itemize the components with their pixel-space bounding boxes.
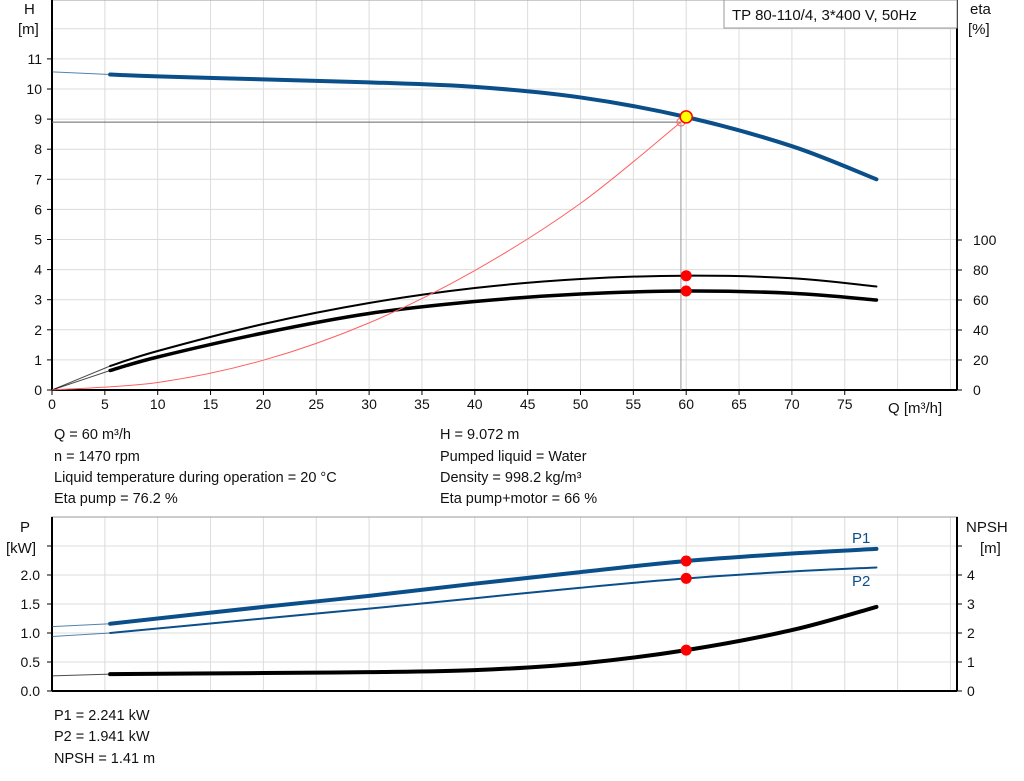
eta-tick-label: 60 bbox=[973, 292, 989, 308]
h-tick-label: 6 bbox=[34, 201, 42, 217]
curve-system bbox=[51, 121, 682, 391]
curve-npsh bbox=[108, 604, 879, 677]
eta-axis-unit: [%] bbox=[968, 21, 990, 38]
h-tick-label: 10 bbox=[26, 81, 42, 97]
p2-series-label: P2 bbox=[852, 573, 870, 590]
npsh-tick-label: 2 bbox=[967, 625, 975, 641]
h-tick-label: 11 bbox=[27, 51, 42, 67]
info-p2: P2 = 1.941 kW bbox=[54, 729, 150, 745]
info-bottom: P1 = 2.241 kW P2 = 1.941 kW NPSH = 1.41 … bbox=[54, 708, 155, 767]
p-tick-label: 2.0 bbox=[21, 567, 41, 583]
x-tick-label: 0 bbox=[48, 396, 56, 412]
grid-bottom bbox=[51, 516, 958, 692]
eta-pump-marker bbox=[680, 270, 692, 282]
curve-p1 bbox=[108, 546, 879, 626]
npsh-axis-unit: [m] bbox=[980, 540, 1001, 557]
p-tick-label: 0.5 bbox=[21, 654, 41, 670]
info-left: Q = 60 m³/h n = 1470 rpm Liquid temperat… bbox=[54, 427, 337, 507]
curve-eta-pump bbox=[109, 274, 878, 367]
x-tick-label: 20 bbox=[256, 396, 272, 412]
h-axis-unit: [m] bbox=[18, 21, 39, 38]
info-p1: P1 = 2.241 kW bbox=[54, 708, 150, 724]
x-tick-label: 10 bbox=[150, 396, 166, 412]
p1-series-label: P1 bbox=[852, 530, 870, 547]
h-tick-label: 3 bbox=[34, 292, 42, 308]
info-eta-pump-motor: Eta pump+motor = 66 % bbox=[440, 491, 597, 507]
x-tick-label: 30 bbox=[361, 396, 377, 412]
eta-tick-label: 20 bbox=[973, 352, 989, 368]
npsh-axis-label: NPSH bbox=[966, 519, 1008, 536]
x-tick-label: 5 bbox=[101, 396, 109, 412]
eta-tick-label: 80 bbox=[973, 262, 989, 278]
p-tick-label: 1.0 bbox=[21, 625, 41, 641]
info-n: n = 1470 rpm bbox=[54, 449, 140, 465]
p1-marker bbox=[680, 555, 692, 567]
curve-h bbox=[108, 72, 879, 182]
h-tick-label: 1 bbox=[34, 352, 42, 368]
h-tick-label: 8 bbox=[34, 141, 42, 157]
x-tick-label: 15 bbox=[203, 396, 219, 412]
curve-eta-pump-motor bbox=[108, 289, 879, 373]
chart-title: TP 80-110/4, 3*400 V, 50Hz bbox=[732, 7, 917, 24]
grid-top bbox=[51, 0, 958, 391]
duty-point-marker bbox=[679, 110, 693, 124]
x-tick-label: 70 bbox=[784, 396, 800, 412]
h-tick-label: 9 bbox=[34, 111, 42, 127]
x-tick-label: 40 bbox=[467, 396, 483, 412]
npsh-tick-label: 4 bbox=[967, 567, 975, 583]
p-axis-unit: [kW] bbox=[6, 540, 36, 557]
x-tick-label: 45 bbox=[520, 396, 536, 412]
h-tick-label: 4 bbox=[34, 262, 42, 278]
p-tick-label: 0.0 bbox=[21, 683, 41, 699]
x-tick-label: 50 bbox=[573, 396, 589, 412]
curves bbox=[51, 71, 879, 677]
h-tick-label: 0 bbox=[34, 382, 42, 398]
curve-extension-h bbox=[51, 71, 111, 76]
h-tick-label: 7 bbox=[34, 171, 42, 187]
curve-extension-npsh bbox=[51, 673, 111, 677]
x-tick-label: 75 bbox=[837, 396, 853, 412]
x-tick-label: 55 bbox=[626, 396, 642, 412]
x-tick-label: 35 bbox=[414, 396, 430, 412]
curve-p2 bbox=[109, 566, 878, 634]
info-right: H = 9.072 m Pumped liquid = Water Densit… bbox=[440, 427, 597, 507]
h-axis-label: H bbox=[24, 1, 35, 18]
h-tick-label: 2 bbox=[34, 322, 42, 338]
x-tick-label: 25 bbox=[308, 396, 324, 412]
p2-marker bbox=[680, 572, 692, 584]
p-axis-label: P bbox=[20, 519, 30, 536]
npsh-tick-label: 3 bbox=[967, 596, 975, 612]
x-tick-label: 60 bbox=[678, 396, 694, 412]
eta-pump-motor-marker bbox=[680, 285, 692, 297]
title-box bbox=[723, 0, 958, 29]
p-tick-label: 1.5 bbox=[21, 596, 41, 612]
x-tick-label: 65 bbox=[731, 396, 747, 412]
curve-extension-p1 bbox=[51, 623, 111, 628]
q-axis-label: Q [m³/h] bbox=[888, 400, 942, 417]
info-npsh: NPSH = 1.41 m bbox=[54, 751, 155, 767]
info-h: H = 9.072 m bbox=[440, 427, 519, 443]
tick-labels: 0 5 10 15 20 25 30 35 40 45 50 55 60 65 70 750123456789… bbox=[21, 51, 997, 699]
info-temp: Liquid temperature during operation = 20… bbox=[54, 470, 337, 486]
eta-axis-label: eta bbox=[970, 1, 992, 18]
npsh-marker bbox=[680, 644, 692, 656]
eta-tick-label: 40 bbox=[973, 322, 989, 338]
eta-tick-label: 100 bbox=[973, 232, 997, 248]
info-density: Density = 998.2 kg/m³ bbox=[440, 470, 582, 486]
info-eta-pump: Eta pump = 76.2 % bbox=[54, 491, 178, 507]
curve-extension-eta_pump_motor bbox=[51, 370, 111, 391]
npsh-tick-label: 0 bbox=[967, 683, 975, 699]
eta-tick-label: 0 bbox=[973, 382, 981, 398]
curve-extension-eta_pump bbox=[51, 365, 111, 391]
npsh-tick-label: 1 bbox=[967, 654, 975, 670]
curve-extension-p2 bbox=[51, 632, 111, 637]
info-liquid: Pumped liquid = Water bbox=[440, 449, 587, 465]
h-tick-label: 5 bbox=[34, 232, 42, 248]
info-q: Q = 60 m³/h bbox=[54, 427, 131, 443]
